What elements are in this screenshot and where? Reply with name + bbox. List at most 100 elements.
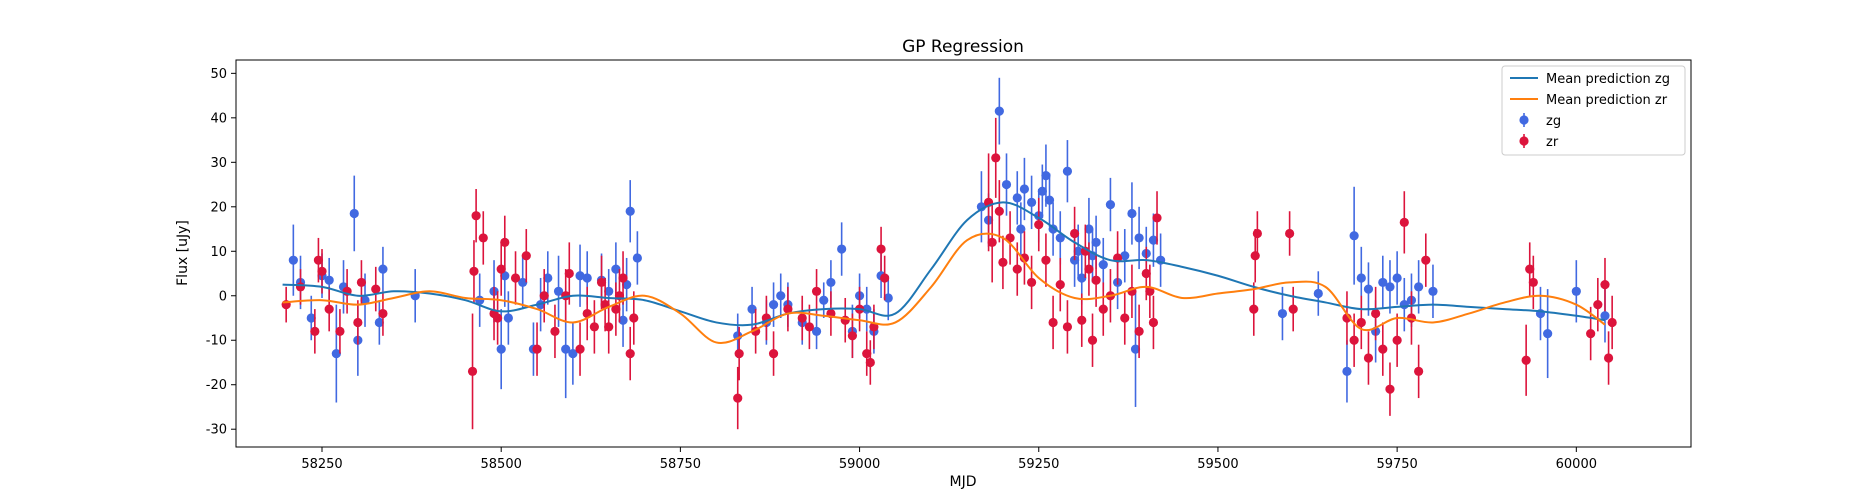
data-point-zg [1342,366,1352,376]
data-point-zr [564,268,574,279]
data-point-zr [1134,326,1144,336]
data-point-zg [768,300,779,310]
data-point-zr [1145,286,1155,296]
data-point-zg [819,295,829,305]
data-point-zr [804,322,814,332]
data-point-zg [324,275,334,285]
data-point-zr [1356,317,1366,328]
data-point-zr [840,315,850,325]
data-point-zr [539,291,549,301]
x-tick-label: 59500 [1197,457,1238,472]
data-point-zg [575,271,585,281]
series-zr [281,117,1617,430]
data-point-zg [1600,311,1610,321]
data-point-zg [1148,235,1159,245]
legend-box [1501,65,1686,156]
data-point-zr [1252,228,1262,239]
data-point-zr [1385,384,1395,394]
data-point-zg [349,208,359,219]
y-tick-label: -20 [206,378,227,393]
data-point-zr [1087,335,1098,345]
data-point-zr [471,211,481,221]
data-point-zg [1130,344,1141,354]
data-point-zg [1062,166,1073,176]
x-tick-label: 58250 [301,457,342,472]
data-point-zr [493,313,503,323]
data-point-zr [1607,317,1617,328]
data-point-zr [880,273,890,283]
axes: 58250 58500 58750 59000 59250 59500 59750 60000… [206,67,1597,472]
data-point-zr [589,322,599,332]
data-point-zg [568,348,578,359]
data-point-zr [532,344,542,354]
data-point-zg [503,313,513,323]
data-point-zr [1399,217,1409,227]
data-point-zr [496,264,506,274]
data-point-zg [1134,233,1144,243]
data-point-zg [1313,288,1323,299]
data-point-zr [356,277,367,288]
data-point-zg [1044,195,1055,205]
data-point-zr [1414,366,1424,376]
data-point-zr [353,317,363,328]
line-mean-prediction-zr [282,232,1606,345]
data-point-zr [1120,313,1130,323]
y-tick-label: 0 [219,289,227,304]
data-point-zr [1250,251,1260,261]
data-point-zr [1349,335,1359,345]
data-point-zr [811,286,822,296]
data-point-zg [1016,224,1026,234]
data-point-zr [324,304,334,314]
data-point-zr [869,322,879,332]
data-point-zg [1385,282,1395,292]
data-point-zr [847,331,858,341]
legend-label-zg: zg [1546,114,1561,129]
x-axis-label: MJD [950,474,977,490]
chart-title: GP Regression [902,37,1024,57]
data-point-zg [331,348,341,359]
data-point-zg [1037,186,1047,196]
x-tick-label: 59750 [1376,457,1417,472]
y-tick-label: 20 [210,200,227,215]
data-point-zg [543,273,553,283]
data-point-zg [1091,237,1101,247]
data-point-zr [575,344,585,354]
data-point-zg [1105,199,1116,210]
data-point-zr [1363,353,1374,363]
data-point-zr [1371,308,1381,319]
data-point-zr [611,304,621,314]
data-point-zr [1392,335,1402,345]
data-point-zg [811,326,822,336]
data-point-zr [1152,213,1162,223]
data-point-zg [553,286,564,296]
data-point-zr [1249,304,1259,314]
data-point-zg [1120,251,1130,261]
data-point-zg [604,286,614,296]
data-point-zr [629,313,639,323]
data-point-zr [1026,277,1037,288]
data-point-zr [500,237,510,247]
data-point-zr [1421,255,1431,265]
data-point-zg [1277,308,1288,319]
data-point-zr [1528,277,1538,288]
data-point-zr [625,348,635,359]
data-point-zg [378,264,388,274]
x-tick-label: 59250 [1018,457,1059,472]
data-point-zr [1048,317,1058,328]
data-point-zr [310,326,320,336]
data-point-zr [1593,300,1603,310]
data-point-zr [510,273,521,283]
data-point-zr [1525,264,1535,274]
data-point-zr [998,257,1008,267]
y-tick-label: 30 [210,156,227,171]
data-point-zg [306,313,316,323]
data-point-zg [618,315,628,325]
data-point-zg [976,202,987,212]
data-point-zr [1600,280,1610,290]
data-point-zr [1041,255,1051,265]
data-point-zg [994,106,1004,116]
data-point-zr [1098,304,1108,314]
data-point-zg [1392,273,1402,283]
data-point-zg [1414,282,1424,292]
data-point-zr [1378,344,1388,354]
